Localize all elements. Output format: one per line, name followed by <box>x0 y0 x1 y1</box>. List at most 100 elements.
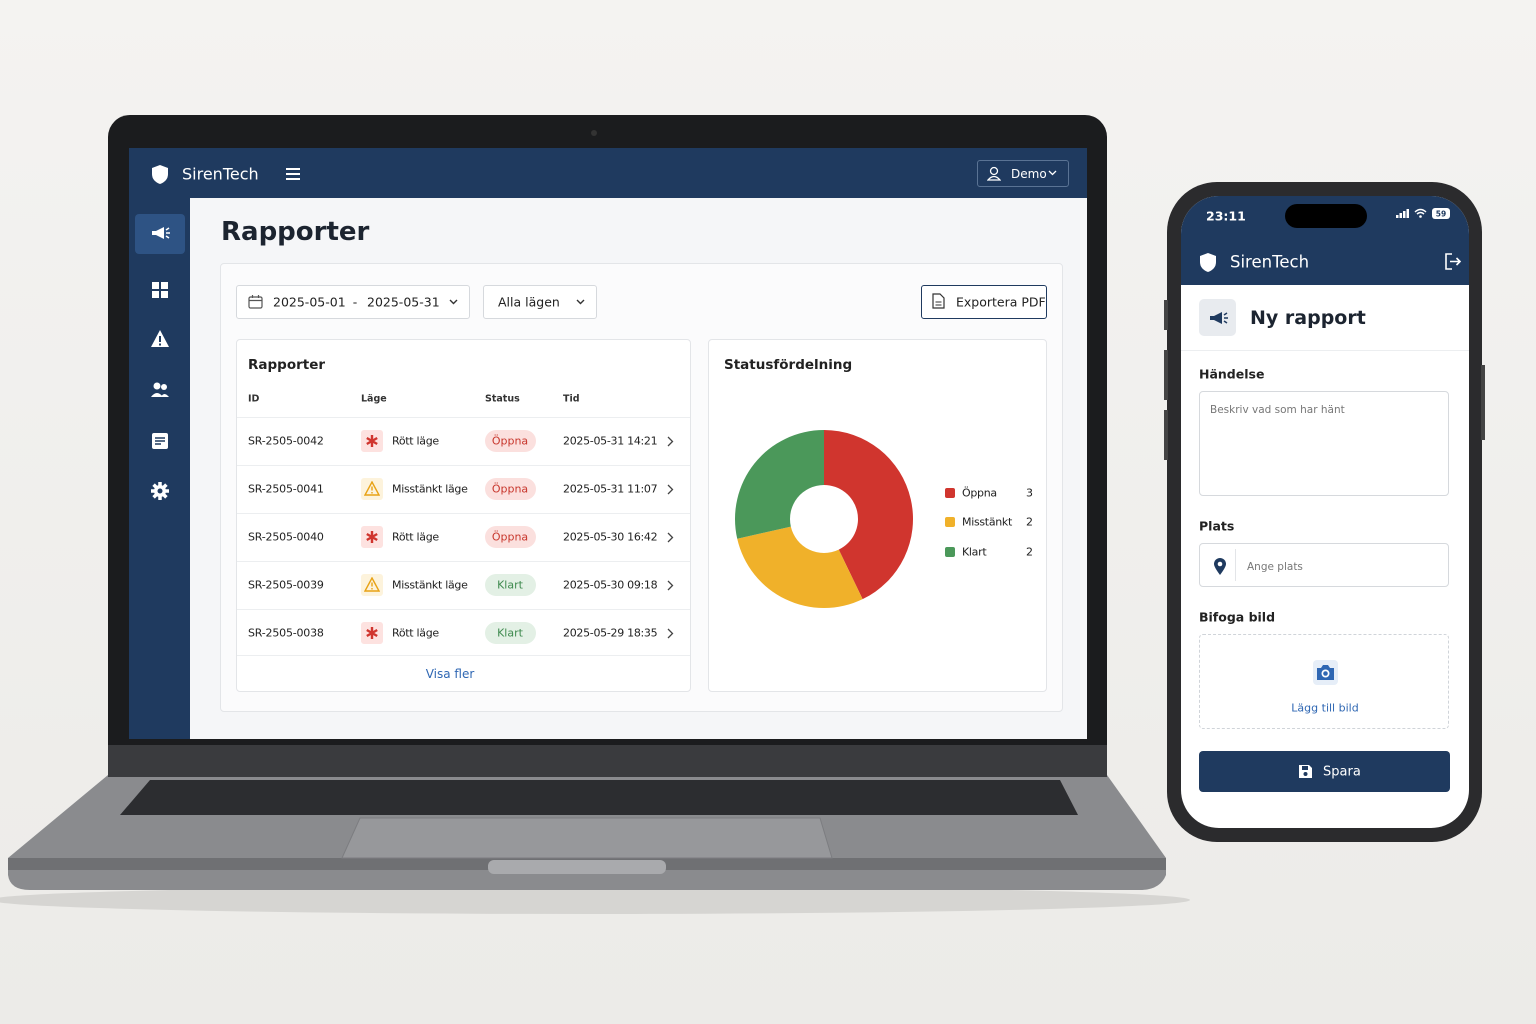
filter-caret <box>576 299 585 305</box>
sidebar-item[interactable] <box>150 380 170 400</box>
phone-button <box>1164 410 1168 460</box>
pin-icon <box>1214 558 1226 575</box>
date-caret <box>449 299 458 305</box>
battery <box>1432 208 1450 219</box>
menu-button[interactable] <box>285 166 301 182</box>
row-divider <box>237 609 690 610</box>
report-level: Misstänkt läge <box>392 482 468 496</box>
red-alert-icon <box>366 435 378 447</box>
legend-value: 2 <box>1026 545 1033 559</box>
legend-label: Misstänkt <box>962 515 1013 529</box>
column-header: ID <box>248 393 260 405</box>
status-label: Öppna <box>491 530 529 544</box>
row-divider <box>237 465 690 466</box>
brand: SirenTech <box>182 164 259 184</box>
date-from: 2025-05-01 <box>273 294 346 310</box>
phone-button <box>1164 350 1168 400</box>
row-divider <box>237 561 690 562</box>
sidebar-item[interactable] <box>150 431 170 451</box>
page-title: Rapporter <box>221 217 370 247</box>
donut-slice <box>735 430 824 539</box>
place-placeholder: Ange plats <box>1247 561 1303 573</box>
row-chevron[interactable] <box>667 628 674 639</box>
sidebar-item[interactable] <box>150 280 170 300</box>
add-image-link[interactable]: Lägg till bild <box>1291 701 1359 715</box>
logo-icon <box>1200 253 1216 272</box>
row-divider <box>237 655 690 656</box>
report-id: SR-2505-0041 <box>248 482 324 496</box>
top-bar <box>129 148 1087 198</box>
trackpad <box>341 817 833 859</box>
status-time: 23:11 <box>1206 208 1246 224</box>
logout-button[interactable] <box>1444 253 1462 270</box>
legend-swatch <box>945 517 955 527</box>
image-dropzone[interactable] <box>1199 634 1449 729</box>
donut-chart <box>735 430 913 608</box>
place-input[interactable] <box>1199 543 1449 587</box>
status-label: Klart <box>497 578 523 592</box>
save-button[interactable] <box>1199 751 1450 792</box>
status-pill <box>485 574 536 596</box>
export-button[interactable] <box>921 285 1047 319</box>
filter-select[interactable] <box>483 285 597 319</box>
row-divider <box>237 417 690 418</box>
report-time: 2025-05-31 11:07 <box>563 482 658 496</box>
date-separator: - <box>352 294 358 310</box>
row-chevron[interactable] <box>667 436 674 447</box>
laptop-shadow <box>0 886 1190 914</box>
sidebar-item[interactable] <box>150 224 170 244</box>
save-icon <box>1299 765 1312 778</box>
report-time: 2025-05-30 16:42 <box>563 530 658 544</box>
event-placeholder: Beskriv vad som har hänt <box>1210 404 1345 416</box>
save-label: Spara <box>1323 764 1361 780</box>
column-header: Läge <box>361 393 387 405</box>
camera <box>591 130 597 136</box>
status-pill <box>485 622 536 644</box>
donut-slice <box>824 430 913 600</box>
status-label: Öppna <box>491 482 529 496</box>
date-picker[interactable] <box>236 285 470 319</box>
legend-label: Klart <box>962 545 987 559</box>
divider <box>1181 350 1469 351</box>
megaphone-icon <box>1210 312 1228 324</box>
legend-label: Öppna <box>962 486 997 500</box>
event-textarea[interactable] <box>1199 391 1449 496</box>
phone-button <box>1481 365 1485 440</box>
show-more-link[interactable]: Visa fler <box>425 667 475 681</box>
calendar-icon <box>248 295 263 309</box>
row-chevron[interactable] <box>667 580 674 591</box>
status-pill <box>485 478 536 500</box>
report-id: SR-2505-0042 <box>248 434 324 448</box>
report-id: SR-2505-0038 <box>248 626 324 640</box>
warning-icon <box>364 577 380 592</box>
table-title: Rapporter <box>248 357 326 373</box>
report-level: Misstänkt läge <box>392 578 468 592</box>
column-header: Tid <box>563 393 580 405</box>
row-divider <box>237 513 690 514</box>
field-label: Händelse <box>1199 366 1265 382</box>
report-id: SR-2505-0039 <box>248 578 324 592</box>
row-chevron[interactable] <box>667 532 674 543</box>
report-level: Rött läge <box>392 530 439 544</box>
report-id: SR-2505-0040 <box>248 530 324 544</box>
sidebar <box>129 198 190 739</box>
red-alert-icon <box>366 531 378 543</box>
sidebar-item[interactable] <box>150 329 170 349</box>
row-chevron[interactable] <box>667 484 674 495</box>
report-time: 2025-05-29 18:35 <box>563 626 658 640</box>
report-time: 2025-05-30 09:18 <box>563 578 658 592</box>
pin-divider <box>1235 549 1236 581</box>
report-time: 2025-05-31 14:21 <box>563 434 658 448</box>
user-button[interactable] <box>977 160 1069 187</box>
user-name: Demo <box>1011 167 1047 181</box>
laptop-hinge <box>108 745 1107 777</box>
sidebar-item[interactable] <box>150 481 170 501</box>
notch <box>488 860 666 874</box>
signal-icon <box>1396 209 1409 218</box>
user-caret <box>1048 170 1057 176</box>
field-label: Plats <box>1199 518 1235 534</box>
form-title: Ny rapport <box>1250 307 1366 329</box>
phone-button <box>1164 300 1168 330</box>
